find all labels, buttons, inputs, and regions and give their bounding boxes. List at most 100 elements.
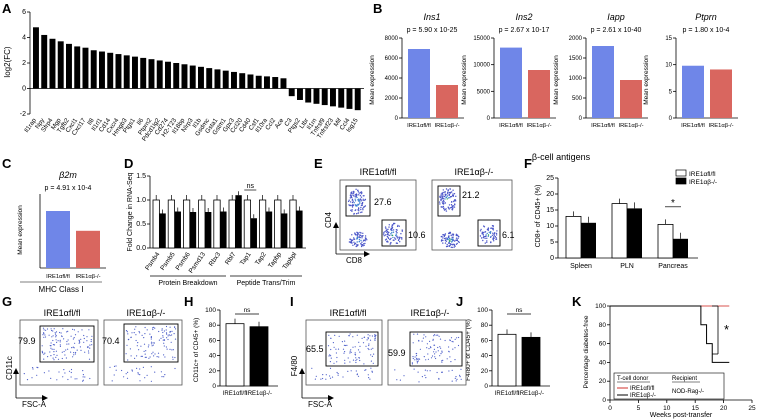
panel-g-event-dot — [53, 354, 55, 356]
panel-g-event-dot — [145, 356, 147, 358]
panel-i-event-dot — [418, 339, 420, 342]
panel-e-event-dot — [351, 206, 354, 208]
panel-e-event-dot — [352, 194, 354, 196]
panel-g-event-dot — [144, 333, 146, 335]
panel-g-event-dot — [55, 356, 57, 358]
panel-i-event-dot — [435, 357, 437, 360]
panel-g-event-dot — [74, 342, 76, 344]
panel-g-event-dot — [145, 350, 147, 352]
panel-e-event-dot — [487, 235, 489, 237]
panel-i-event-dot — [336, 361, 338, 363]
panel-g-event-dot — [130, 336, 132, 338]
panel-i-event-dot — [448, 351, 450, 353]
panel-e-event-dot — [354, 196, 356, 198]
panel-label-g: G — [2, 294, 12, 309]
panel-e-event-dot — [358, 194, 360, 196]
panel-e-event-dot — [362, 232, 364, 234]
panel-i-title-right: IRE1αβ-/- — [411, 308, 450, 318]
panel-b-ptprn-title: Ptprn — [695, 12, 717, 22]
panel-e-event-dot — [359, 231, 361, 234]
panel-i-event-dot — [425, 359, 427, 361]
panel-i-event-dot — [367, 374, 369, 376]
panel-g-event-dot — [89, 347, 91, 349]
panel-g-event-dot — [163, 354, 165, 356]
panel-e-event-dot — [351, 198, 354, 200]
panel-g-event-dot — [76, 349, 78, 351]
panel-e-event-dot — [484, 242, 486, 244]
panel-i-event-dot — [426, 370, 428, 372]
panel-e-value-2: 10.6 — [408, 230, 426, 240]
panel-e-event-dot — [443, 200, 445, 203]
panel-e-event-dot — [449, 243, 452, 245]
panel-i-event-dot — [423, 334, 425, 336]
panel-a-bar — [49, 38, 56, 89]
panel-i-event-dot — [428, 348, 430, 350]
panel-g-event-dot — [52, 357, 54, 359]
panel-e-event-dot — [354, 232, 356, 234]
panel-e-event-dot — [351, 201, 354, 204]
panel-e-event-dot — [452, 206, 454, 208]
panel-e-event-dot — [359, 191, 362, 194]
panel-e-event-dot — [360, 242, 362, 245]
panel-i-event-dot — [336, 371, 338, 374]
panel-b-iapp-bar — [620, 80, 642, 118]
panel-g-event-dot — [56, 354, 58, 356]
panel-h-chart: 100 80 60 40 20 0 CD11c+ of CD45+ (%) IRE1αfl/f… — [193, 307, 278, 397]
panel-g-event-dot — [137, 372, 139, 374]
panel-e-event-dot — [356, 244, 359, 246]
panel-e-event-dot — [396, 232, 398, 234]
panel-e-event-dot — [451, 233, 453, 235]
panel-e-event-dot — [451, 201, 453, 203]
panel-g-event-dot — [46, 328, 49, 330]
panel-g-event-dot — [53, 328, 55, 330]
panel-a-category-label: Ltbr — [298, 117, 310, 130]
panel-g-event-dot — [139, 368, 141, 370]
panel-e-event-dot — [447, 189, 449, 191]
panel-e-event-dot — [394, 222, 396, 225]
panel-e-event-dot — [360, 193, 362, 195]
panel-i-event-dot — [441, 351, 443, 353]
panel-a-bar — [115, 54, 122, 89]
panel-j-y-tick-label: 40 — [481, 353, 489, 360]
panel-g-event-dot — [66, 331, 68, 333]
panel-g-event-dot — [44, 334, 46, 336]
panel-c-group-label: MHC Class I — [39, 285, 84, 294]
panel-e-event-dot — [356, 238, 359, 240]
panel-b-ins1-y-tick-label: 6000 — [385, 56, 399, 62]
panel-i-event-dot — [346, 344, 348, 346]
panel-j-category-label: IRE1αβ-/- — [518, 391, 544, 397]
panel-i-event-dot — [416, 333, 419, 335]
panel-e-event-dot — [452, 205, 454, 207]
panel-g-event-dot — [79, 346, 81, 348]
panel-b-ptprn-bar — [682, 65, 704, 118]
panel-g-event-dot — [52, 339, 54, 342]
panel-i-event-dot — [439, 355, 441, 357]
panel-i-event-dot — [437, 350, 439, 352]
panel-g-event-dot — [73, 347, 75, 349]
panel-g-event-dot — [169, 326, 171, 328]
panel-g-event-dot — [152, 342, 154, 344]
panel-g-event-dot — [135, 326, 137, 328]
panel-b-ptprn-ylabel: Mean expression — [643, 55, 650, 105]
panel-d-bar-control — [198, 199, 206, 249]
panel-g-event-dot — [43, 333, 45, 335]
panel-e-event-dot — [455, 243, 458, 245]
panel-g-event-dot — [129, 348, 131, 350]
panel-e-event-dot — [363, 206, 365, 209]
panel-g-event-dot — [172, 349, 174, 351]
panel-g-event-dot — [171, 334, 173, 336]
panel-a-y-tick-label: 6 — [22, 9, 26, 16]
panel-i-event-dot — [358, 357, 360, 359]
panel-g-event-dot — [36, 374, 38, 376]
panel-k-y-tick-label: 60 — [599, 341, 607, 348]
panel-e-event-dot — [360, 200, 362, 202]
panel-d-bar-ko — [174, 211, 181, 248]
panel-e-event-dot — [486, 237, 488, 239]
panel-g-event-dot — [67, 339, 69, 341]
panel-e-flow: IRE1αfl/fl IRE1αβ-/- 27.6 10.6 21.2 6.1 … — [324, 167, 515, 265]
panel-g-event-dot — [174, 356, 176, 359]
panel-i-event-dot — [425, 336, 427, 338]
panel-e-event-dot — [388, 231, 390, 234]
panel-g-event-dot — [133, 332, 135, 334]
